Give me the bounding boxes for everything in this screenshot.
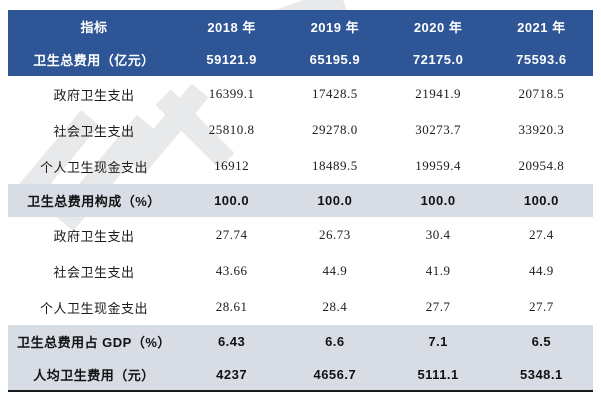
total-row-label: 卫生总费用（亿元）	[8, 43, 180, 76]
row-value: 4656.7	[283, 358, 387, 391]
row-value: 18489.5	[311, 158, 358, 173]
row-value: 26.73	[318, 227, 351, 242]
health-expenditure-table: 指标 2018 年 2019 年 2020 年 2021 年 卫生总费用（亿元）…	[8, 10, 593, 392]
row-value: 4237	[179, 358, 284, 391]
total-row-value: 65195.9	[283, 43, 387, 76]
row-label: 社会卫生支出	[53, 123, 135, 139]
row-value: 21941.9	[415, 86, 461, 101]
table-row: 卫生总费用构成（%） 100.0 100.0 100.0 100.0	[8, 184, 593, 217]
row-value: 16912	[214, 158, 250, 173]
column-header-indicator: 指标	[8, 10, 180, 43]
row-value: 100.0	[489, 184, 593, 217]
row-value: 17428.5	[311, 86, 358, 101]
row-value: 28.4	[322, 299, 348, 314]
row-value: 30273.7	[415, 122, 461, 137]
table-row: 人均卫生费用（元） 4237 4656.7 5111.1 5348.1	[8, 358, 593, 391]
row-value: 6.5	[489, 325, 593, 358]
row-value: 43.66	[215, 263, 248, 278]
column-header-2019: 2019 年	[283, 10, 387, 43]
row-value: 19959.4	[415, 158, 461, 173]
row-value: 6.6	[283, 325, 387, 358]
row-value: 28.61	[215, 299, 248, 314]
column-header-2020: 2020 年	[386, 10, 490, 43]
table-row: 个人卫生现金支出 28.61 28.4 27.7 27.7	[8, 289, 593, 325]
row-value: 27.7	[425, 299, 451, 314]
row-value: 29278.0	[311, 122, 358, 137]
row-value: 30.4	[425, 227, 451, 242]
row-value: 20718.5	[518, 86, 565, 101]
row-label: 个人卫生现金支出	[39, 159, 148, 175]
row-value: 27.74	[215, 227, 248, 242]
row-label: 卫生总费用构成（%）	[8, 184, 180, 217]
row-value: 44.9	[528, 263, 554, 278]
row-value: 27.4	[528, 227, 554, 242]
row-label: 人均卫生费用（元）	[8, 358, 180, 391]
row-value: 44.9	[322, 263, 348, 278]
row-label: 个人卫生现金支出	[39, 300, 148, 316]
row-value: 5348.1	[489, 358, 593, 391]
table-column-header-row: 指标 2018 年 2019 年 2020 年 2021 年	[8, 10, 593, 43]
table-row: 社会卫生支出 43.66 44.9 41.9 44.9	[8, 253, 593, 289]
row-value: 100.0	[386, 184, 490, 217]
table-row: 政府卫生支出 27.74 26.73 30.4 27.4	[8, 217, 593, 253]
row-value: 5111.1	[386, 358, 490, 391]
row-value: 7.1	[386, 325, 490, 358]
table-row: 政府卫生支出 16399.1 17428.5 21941.9 20718.5	[8, 76, 593, 112]
total-row-value: 59121.9	[179, 43, 284, 76]
row-label: 政府卫生支出	[53, 228, 135, 244]
total-row-value: 75593.6	[489, 43, 593, 76]
row-label: 卫生总费用占 GDP（%）	[8, 325, 180, 358]
table-total-row: 卫生总费用（亿元） 59121.9 65195.9 72175.0 75593.…	[8, 43, 593, 76]
row-value: 100.0	[283, 184, 387, 217]
row-label: 社会卫生支出	[53, 264, 135, 280]
column-header-2018: 2018 年	[179, 10, 284, 43]
total-row-value: 72175.0	[386, 43, 490, 76]
row-value: 6.43	[179, 325, 284, 358]
row-value: 41.9	[425, 263, 451, 278]
table-body: 政府卫生支出 16399.1 17428.5 21941.9 20718.5 社会卫生支出…	[8, 76, 593, 391]
row-value: 16399.1	[208, 86, 255, 101]
row-value: 33920.3	[518, 122, 565, 137]
column-header-2021: 2021 年	[489, 10, 593, 43]
table-row: 卫生总费用占 GDP（%） 6.43 6.6 7.1 6.5	[8, 325, 593, 358]
table-row: 社会卫生支出 25810.8 29278.0 30273.7 33920.3	[8, 112, 593, 148]
table-row: 个人卫生现金支出 16912 18489.5 19959.4 20954.8	[8, 148, 593, 184]
row-value: 27.7	[528, 299, 554, 314]
row-value: 100.0	[179, 184, 284, 217]
row-value: 25810.8	[208, 122, 255, 137]
row-value: 20954.8	[518, 158, 565, 173]
row-label: 政府卫生支出	[53, 87, 135, 103]
